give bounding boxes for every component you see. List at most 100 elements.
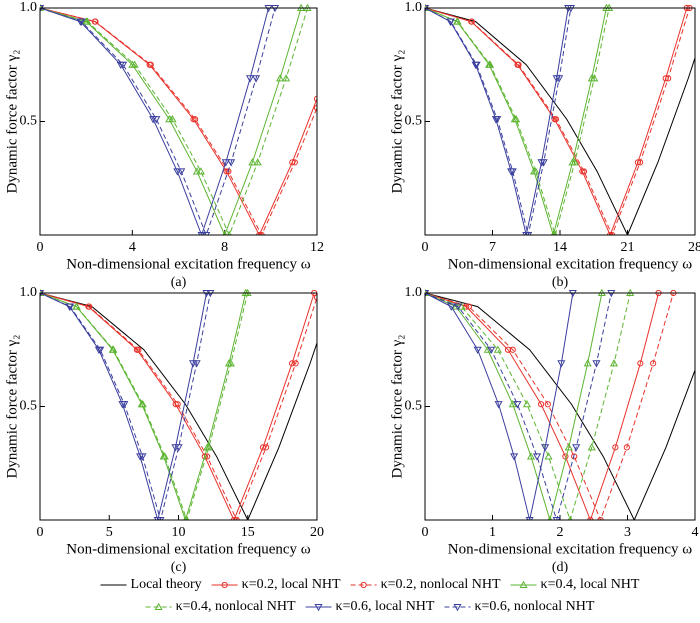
- marker: [592, 360, 601, 368]
- marker: [564, 443, 573, 451]
- legend-label: κ=0.6, nonlocal NHT: [474, 599, 594, 614]
- caption: (a): [171, 275, 187, 290]
- marker: [246, 75, 255, 83]
- panel: 0 5 10 15 20 0.5 1.0 Non-dimensional excitation…: [4, 285, 324, 575]
- marker: [571, 453, 578, 460]
- marker: [263, 444, 270, 451]
- marker: [539, 159, 548, 167]
- y-tick-label: 0.5: [20, 399, 38, 414]
- marker: [276, 74, 285, 82]
- marker: [233, 516, 240, 520]
- marker: [226, 359, 235, 367]
- marker: [77, 18, 86, 26]
- x-tick-label: 15: [241, 525, 255, 540]
- marker: [360, 581, 367, 589]
- x-axis-label: Non-dimensional excitation frequency ω: [448, 541, 693, 557]
- marker: [174, 444, 183, 452]
- x-tick-label: 0: [422, 525, 429, 540]
- series-line: [425, 292, 674, 520]
- marker: [248, 158, 257, 166]
- y-axis-label: Dynamic force factor γ₂: [389, 50, 405, 194]
- x-axis-label: Non-dimensional excitation frequency ω: [448, 256, 693, 272]
- x-tick-label: 4: [692, 525, 699, 540]
- marker: [454, 303, 463, 311]
- panel: 0 4 8 12 0.5 1.0 Non-dimensional excitation fr…: [4, 0, 324, 290]
- marker: [580, 168, 588, 175]
- plot-area: [425, 4, 695, 235]
- y-axis-label: Dynamic force factor γ₂: [4, 50, 20, 194]
- plot-area: [40, 289, 317, 520]
- axes-frame: [39, 292, 318, 521]
- series-line: [425, 292, 695, 520]
- x-tick-label: 0: [37, 240, 44, 255]
- x-tick-label: 1: [489, 525, 496, 540]
- marker: [138, 400, 147, 408]
- marker: [120, 401, 129, 409]
- marker: [665, 75, 672, 82]
- marker: [493, 345, 502, 353]
- marker: [252, 75, 261, 83]
- marker: [637, 159, 644, 166]
- legend-label: κ=0.2, local NHT: [242, 577, 341, 592]
- caption: (b): [552, 275, 569, 290]
- y-tick-label: 0.5: [405, 114, 423, 129]
- legend-item: κ=0.6, local NHT: [305, 599, 435, 614]
- marker: [637, 360, 644, 367]
- x-tick-label: 10: [172, 525, 186, 540]
- y-axis-label: Dynamic force factor γ₂: [389, 335, 405, 479]
- marker: [130, 60, 139, 68]
- series-line: [40, 292, 317, 520]
- marker: [119, 61, 128, 69]
- y-tick-label: 1.0: [405, 285, 423, 300]
- marker: [292, 360, 299, 367]
- marker: [587, 443, 596, 451]
- marker: [515, 61, 522, 68]
- series-line: [40, 7, 276, 235]
- marker: [160, 452, 169, 460]
- marker: [453, 603, 462, 612]
- marker: [524, 231, 533, 235]
- marker: [552, 516, 561, 520]
- marker: [92, 18, 99, 25]
- marker: [487, 346, 496, 354]
- marker: [135, 346, 142, 353]
- marker: [468, 18, 475, 25]
- marker: [288, 360, 296, 367]
- marker: [465, 303, 472, 310]
- caption: (d): [552, 560, 569, 575]
- marker: [587, 516, 594, 520]
- series-line: [425, 7, 690, 235]
- caption: (c): [171, 560, 187, 575]
- x-tick-label: 2: [557, 525, 564, 540]
- marker: [253, 158, 262, 166]
- marker: [168, 115, 177, 123]
- marker: [147, 61, 154, 68]
- marker: [138, 453, 147, 461]
- series-line: [40, 292, 317, 520]
- marker: [522, 400, 531, 408]
- marker: [196, 167, 205, 175]
- x-tick-label: 3: [624, 525, 631, 540]
- series-line: [425, 292, 660, 520]
- marker: [531, 167, 540, 175]
- x-tick-label: 14: [553, 240, 567, 255]
- x-tick-label: 0: [37, 525, 44, 540]
- marker: [650, 360, 657, 367]
- marker: [572, 444, 581, 452]
- marker: [609, 359, 619, 367]
- legend-label: Local theory: [131, 577, 202, 592]
- x-tick-label: 20: [310, 525, 324, 540]
- y-tick-label: 1.0: [405, 0, 423, 15]
- marker: [557, 360, 566, 368]
- plot-area: [40, 4, 317, 235]
- marker: [453, 17, 462, 25]
- x-axis-label: Non-dimensional excitation frequency ω: [66, 256, 311, 272]
- marker: [544, 452, 553, 460]
- marker: [291, 159, 298, 166]
- series-line: [425, 7, 695, 235]
- marker: [612, 444, 619, 451]
- marker: [197, 231, 206, 235]
- marker: [177, 168, 186, 176]
- marker: [192, 167, 202, 175]
